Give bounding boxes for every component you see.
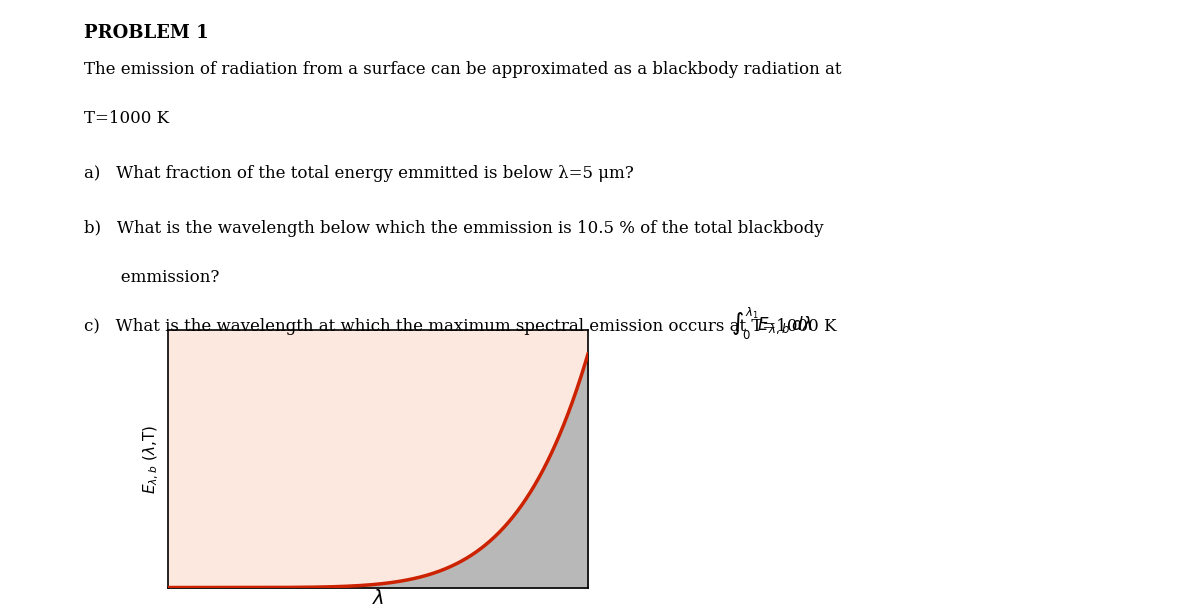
- Y-axis label: $E_{\lambda,b}$ ($\lambda$,T): $E_{\lambda,b}$ ($\lambda$,T): [142, 424, 161, 494]
- Text: PROBLEM 1: PROBLEM 1: [84, 24, 209, 42]
- Text: The emission of radiation from a surface can be approximated as a blackbody radi: The emission of radiation from a surface…: [84, 61, 841, 78]
- Text: c)   What is the wavelength at which the maximum spectral emission occurs at T=1: c) What is the wavelength at which the m…: [84, 318, 836, 335]
- Text: T=1000 K: T=1000 K: [84, 110, 169, 127]
- Text: emmission?: emmission?: [84, 269, 220, 286]
- Text: b)   What is the wavelength below which the emmission is 10.5 % of the total bla: b) What is the wavelength below which th…: [84, 220, 823, 237]
- Text: a)   What fraction of the total energy emmitted is below λ=5 μm?: a) What fraction of the total energy emm…: [84, 165, 634, 182]
- Text: $\int_0^{\lambda_1} E_{\lambda,b}\,d\lambda$: $\int_0^{\lambda_1} E_{\lambda,b}\,d\lam…: [731, 305, 812, 342]
- X-axis label: $\lambda$: $\lambda$: [372, 589, 384, 608]
